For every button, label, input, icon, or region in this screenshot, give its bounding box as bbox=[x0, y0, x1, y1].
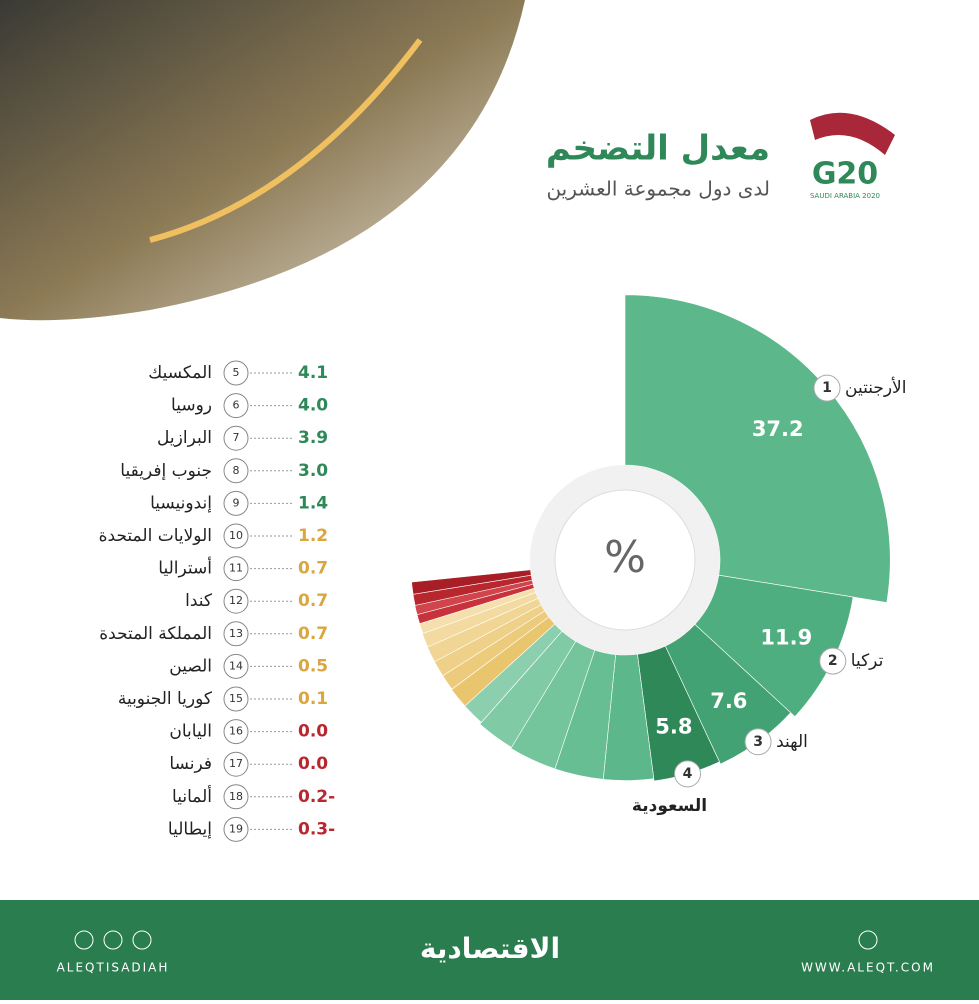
center-label: % bbox=[604, 532, 646, 583]
rank-circle bbox=[223, 458, 249, 484]
value-label: 0.1 bbox=[298, 689, 328, 709]
value-label: 4.0 bbox=[298, 396, 328, 416]
rank: 11 bbox=[229, 562, 243, 575]
rank-circle bbox=[819, 647, 847, 675]
value-label: 0.5 bbox=[298, 656, 328, 676]
value-label: 3.9 bbox=[298, 428, 328, 448]
category-label: البرازيل bbox=[157, 428, 212, 448]
icon bbox=[858, 930, 878, 950]
rank: 13 bbox=[229, 627, 243, 640]
value-label: 5.8 bbox=[655, 714, 692, 738]
value-label: 3.0 bbox=[298, 461, 328, 481]
rank-circle bbox=[813, 374, 841, 402]
rank-circle bbox=[223, 523, 249, 549]
footer-site: WWW.ALEQT.COM bbox=[801, 961, 935, 975]
footer-handle: ALEQTISADIAH bbox=[57, 961, 170, 975]
rank-circle bbox=[223, 686, 249, 712]
value-label: 0.7 bbox=[298, 624, 328, 644]
value-label: 1.2 bbox=[298, 526, 328, 546]
category-label: اليابان bbox=[169, 722, 212, 742]
value-label: 37.2 bbox=[752, 417, 804, 441]
rank-circle bbox=[223, 621, 249, 647]
rank: 5 bbox=[233, 366, 240, 379]
value-label: 0.7 bbox=[298, 591, 328, 611]
value-label: 0.0 bbox=[298, 722, 328, 742]
rank-circle bbox=[223, 751, 249, 777]
rank: 15 bbox=[229, 692, 243, 705]
subtitle: لدى دول مجموعة العشرين bbox=[546, 177, 770, 201]
value-label: 0.3- bbox=[298, 819, 335, 839]
footer bbox=[0, 900, 979, 1000]
rank: 4 bbox=[683, 766, 693, 782]
rank-circle bbox=[223, 393, 249, 419]
rank-circle bbox=[223, 425, 249, 451]
icon bbox=[132, 930, 152, 950]
category-label: الهند bbox=[776, 732, 808, 752]
rank: 12 bbox=[229, 594, 243, 607]
category-label: السعودية bbox=[632, 796, 707, 816]
rank-circle bbox=[223, 784, 249, 810]
category-label: إيطاليا bbox=[168, 819, 212, 839]
rank-circle bbox=[223, 556, 249, 582]
chart: 37.2 1 الأرجنتين 11.9 2 تركيا 7.6 3 الهند 5.8 4 الس… bbox=[99, 294, 906, 842]
rank: 17 bbox=[229, 757, 243, 770]
value-label: 7.6 bbox=[710, 689, 747, 713]
category-label: الأرجنتين bbox=[845, 377, 906, 398]
rank-circle bbox=[223, 360, 249, 386]
rank-circle bbox=[744, 728, 772, 756]
footer-brand: الاقتصادية bbox=[420, 932, 560, 965]
title: معدل التضخم bbox=[546, 129, 770, 169]
category-label: كندا bbox=[185, 591, 213, 611]
rank: 1 bbox=[822, 380, 832, 396]
value-label: 11.9 bbox=[760, 625, 812, 649]
rank-circle bbox=[223, 816, 249, 842]
rank: 8 bbox=[233, 464, 240, 477]
rank: 9 bbox=[233, 496, 240, 509]
category-label: تركيا bbox=[851, 651, 884, 671]
rank: 18 bbox=[229, 790, 243, 803]
rank: 3 bbox=[753, 734, 763, 750]
rank: 19 bbox=[229, 822, 243, 835]
category-label: الصين bbox=[169, 656, 212, 676]
logo: G20 bbox=[812, 157, 878, 192]
rank: 10 bbox=[229, 529, 243, 542]
category-label: المملكة المتحدة bbox=[99, 624, 212, 644]
category-label: كوريا الجنوبية bbox=[118, 689, 213, 709]
category-label: الولايات المتحدة bbox=[99, 526, 212, 546]
rank: 2 bbox=[828, 653, 838, 669]
rank-circle bbox=[674, 760, 702, 788]
logo-ribbon bbox=[810, 112, 895, 155]
rank: 16 bbox=[229, 725, 243, 738]
rank-circle bbox=[223, 490, 249, 516]
category-label: جنوب إفريقيا bbox=[120, 461, 212, 481]
rank: 6 bbox=[233, 399, 240, 412]
logo-caption: SAUDI ARABIA 2020 bbox=[810, 192, 880, 200]
wedge bbox=[694, 574, 854, 718]
category-label: إندونيسيا bbox=[150, 493, 212, 513]
value-label: 0.0 bbox=[298, 754, 328, 774]
value-label: 0.2- bbox=[298, 787, 335, 807]
category-label: أستراليا bbox=[158, 557, 212, 579]
value-label: 0.7 bbox=[298, 559, 328, 579]
icon bbox=[103, 930, 123, 950]
value-label: 4.1 bbox=[298, 363, 328, 383]
photo bbox=[0, 0, 525, 321]
category-label: ألمانيا bbox=[172, 785, 212, 807]
rank: 14 bbox=[229, 659, 243, 672]
rank-circle bbox=[223, 653, 249, 679]
category-label: المكسيك bbox=[148, 363, 212, 383]
photo-arrow bbox=[149, 38, 423, 243]
rank-circle bbox=[223, 588, 249, 614]
rank: 7 bbox=[233, 431, 240, 444]
category-label: فرنسا bbox=[169, 754, 212, 774]
rank-circle bbox=[223, 719, 249, 745]
category-label: روسيا bbox=[171, 396, 212, 416]
icon bbox=[74, 930, 94, 950]
value-label: 1.4 bbox=[298, 493, 328, 513]
inner-circle bbox=[554, 489, 696, 631]
